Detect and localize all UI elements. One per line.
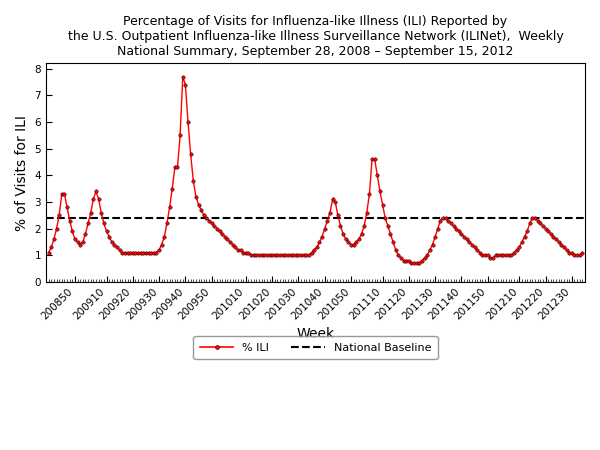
% ILI (134, 250, 142, 255)
X-axis label: Week: Week (296, 327, 335, 341)
% ILI (579, 250, 586, 255)
% ILI (190, 178, 197, 183)
% ILI (45, 250, 52, 255)
% ILI (179, 74, 187, 79)
National Baseline (45, 215, 52, 220)
% ILI (316, 239, 323, 245)
Line: % ILI: % ILI (47, 75, 584, 265)
National Baseline (47, 215, 55, 220)
% ILI (408, 261, 415, 266)
Y-axis label: % of Visits for ILI: % of Visits for ILI (15, 115, 29, 230)
Legend: % ILI, National Baseline: % ILI, National Baseline (193, 336, 438, 360)
% ILI (445, 218, 452, 223)
Title: Percentage of Visits for Influenza-like Illness (ILI) Reported by
the U.S. Outpa: Percentage of Visits for Influenza-like … (68, 15, 563, 58)
% ILI (326, 210, 334, 215)
% ILI (103, 229, 110, 234)
